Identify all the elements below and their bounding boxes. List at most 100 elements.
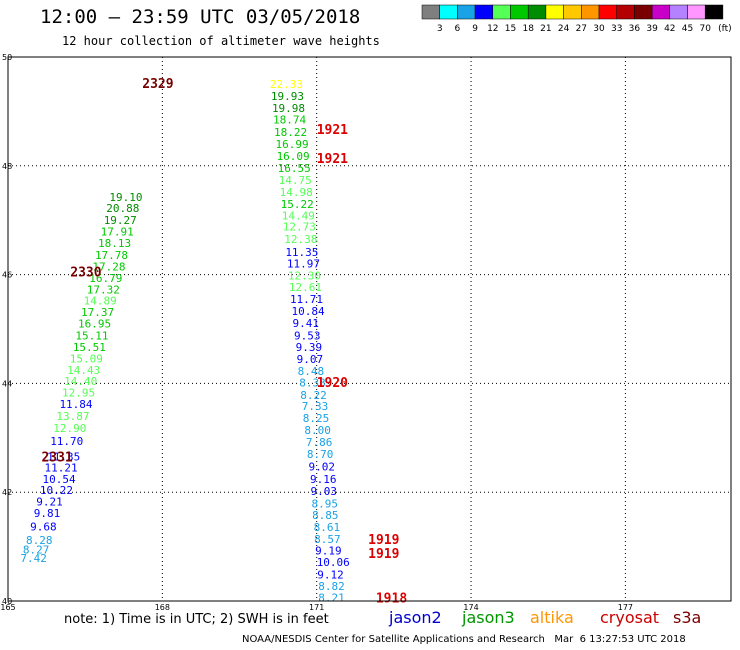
wave-height-value: 19.98 [272, 102, 305, 115]
wave-height-value: 12.30 [288, 270, 321, 283]
wave-height-value: 16.55 [278, 162, 311, 175]
color-scale-label: 21 [540, 24, 551, 34]
legend-cryosat: cryosat [600, 608, 660, 627]
page-subtitle: 12 hour collection of altimeter wave hei… [62, 34, 380, 48]
footer-note: note: 1) Time is in UTC; 2) SWH is in fe… [64, 612, 329, 627]
time-label: 1919 [368, 547, 399, 562]
wave-height-value: 15.22 [281, 198, 314, 211]
color-scale-label: 33 [611, 24, 622, 34]
wave-height-value: 16.95 [78, 318, 111, 331]
wave-height-value: 8.21 [318, 592, 345, 605]
time-label: 1920 [317, 376, 348, 391]
lat-tick-label: 44 [2, 379, 12, 388]
wave-height-value: 9.39 [296, 341, 323, 354]
page-title: 12:00 – 23:59 UTC 03/05/2018 [40, 6, 361, 28]
lat-tick-label: 48 [2, 162, 12, 171]
color-swatch [421, 4, 440, 20]
color-swatch [598, 4, 617, 20]
color-scale-label: 3 [437, 24, 443, 34]
color-swatch [581, 4, 600, 20]
wave-height-value: 22.33 [270, 78, 303, 91]
color-scale-label: 30 [593, 24, 605, 34]
lat-tick-label: 40 [2, 597, 12, 606]
color-scale-label: 6 [455, 24, 461, 34]
color-scale-label: 36 [629, 24, 641, 34]
plot-frame [7, 56, 732, 602]
color-swatch [439, 4, 458, 20]
wave-height-value: 20.88 [106, 202, 139, 215]
color-swatch [634, 4, 653, 20]
color-swatch [687, 4, 706, 20]
color-scale-label: 9 [472, 24, 478, 34]
wave-height-value: 14.98 [280, 186, 313, 199]
color-swatch [616, 4, 635, 20]
wave-height-value: 8.61 [314, 521, 341, 534]
wave-height-value: 8.57 [314, 533, 341, 546]
wave-height-value: 8.27 [23, 543, 50, 556]
wave-height-value: 14.40 [64, 375, 97, 388]
wave-height-value: 16.09 [277, 150, 310, 163]
color-scale-label: 15 [505, 24, 516, 34]
wave-height-value: 10.84 [291, 305, 324, 318]
wave-height-value: 11.70 [50, 435, 83, 448]
wave-height-value: 9.12 [317, 568, 344, 581]
wave-height-value: 17.32 [87, 283, 120, 296]
wave-height-value: 9.21 [36, 495, 63, 508]
wave-height-value: 18.74 [273, 114, 306, 127]
wave-height-value: 8.33 [299, 376, 326, 389]
wave-height-value: 11.35 [285, 246, 318, 259]
wave-height-value: 9.19 [315, 544, 342, 557]
color-swatch [474, 4, 494, 20]
lon-tick-label: 171 [309, 603, 324, 612]
wave-height-value: 8.48 [298, 365, 325, 378]
wave-height-value: 15.11 [75, 330, 108, 343]
wave-height-value: 7.42 [20, 552, 47, 565]
wave-height-value: 18.22 [274, 126, 307, 139]
wave-height-value: 14.89 [84, 295, 117, 308]
lat-lon-grid [8, 57, 731, 601]
lat-tick-label: 46 [2, 271, 12, 280]
wave-height-value: 12.61 [289, 281, 322, 294]
wave-height-value: 11.97 [287, 258, 320, 271]
wave-height-value: 17.28 [92, 260, 125, 273]
wave-height-value: 9.68 [30, 520, 57, 533]
lon-tick-label: 168 [155, 603, 170, 612]
wave-height-value: 10.06 [317, 556, 350, 569]
wave-height-value: 10.22 [40, 484, 73, 497]
wave-height-value: 8.70 [307, 448, 334, 461]
wave-height-value: 18.13 [98, 237, 131, 250]
color-swatch [510, 4, 529, 20]
color-scale-label: 70 [699, 24, 711, 34]
wave-height-value: 12.73 [283, 221, 316, 234]
wave-height-value: 12.90 [53, 422, 86, 435]
lon-tick-label: 177 [618, 603, 633, 612]
color-scale-label: 27 [576, 24, 587, 34]
color-swatch [651, 4, 671, 20]
time-label: 1918 [376, 592, 407, 607]
wave-height-value: 8.85 [312, 509, 339, 522]
color-swatch [545, 4, 564, 20]
wave-height-value: 7.33 [302, 400, 329, 413]
time-label: 1921 [317, 123, 348, 138]
wave-height-value: 9.16 [310, 473, 337, 486]
lon-tick-label: 174 [463, 603, 478, 612]
wave-height-value: 8.25 [303, 412, 330, 425]
color-scale-label: 45 [682, 24, 693, 34]
wave-height-value: 15.51 [73, 341, 106, 354]
wave-height-value: 11.21 [45, 462, 78, 475]
time-label: 1919 [368, 533, 399, 548]
legend-jason2: jason2 [389, 608, 442, 627]
wave-height-value: 10.54 [42, 473, 75, 486]
wave-height-value: 7.86 [306, 436, 333, 449]
color-swatch [457, 4, 476, 20]
lat-tick-label: 50 [2, 53, 12, 62]
wave-height-value: 16.99 [276, 138, 309, 151]
color-scale-label: 24 [558, 24, 570, 34]
color-swatch [492, 4, 511, 20]
wave-height-value: 8.95 [312, 498, 339, 511]
legend-s3a: s3a [673, 608, 702, 627]
wave-height-value: 9.02 [308, 461, 335, 474]
time-label: 1921 [317, 152, 348, 167]
time-label: 2329 [142, 77, 173, 92]
